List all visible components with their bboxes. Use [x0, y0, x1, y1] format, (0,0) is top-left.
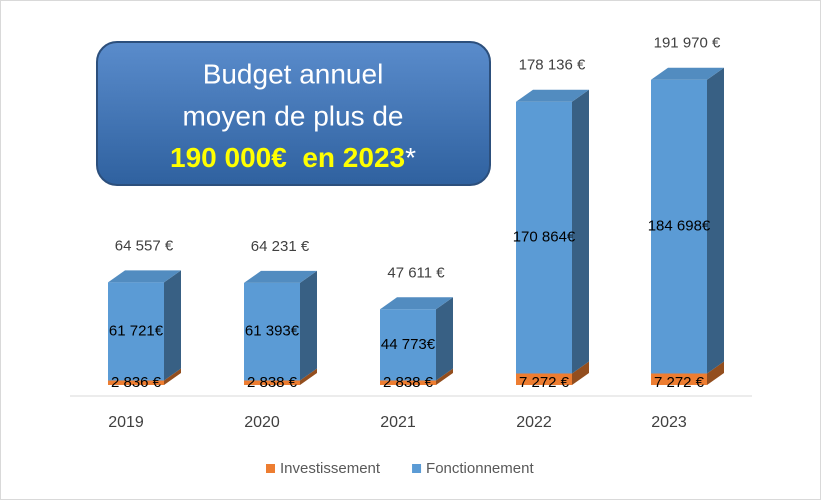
annotation-line: moyen de plus de: [182, 100, 403, 131]
bar-front: [244, 282, 300, 381]
bar-top: [651, 67, 724, 80]
legend-label: Fonctionnement: [426, 460, 534, 477]
bar-side: [300, 270, 317, 381]
x-tick-label: 2022: [516, 414, 552, 431]
bar-segment: [651, 361, 724, 385]
bar-top: [244, 270, 317, 283]
bar-segment: [380, 368, 453, 385]
annotation-suffix: *: [405, 142, 416, 173]
bar-segment: [108, 270, 181, 381]
bar-front: [380, 380, 436, 385]
bar-side: [300, 368, 317, 385]
legend-label: Investissement: [280, 460, 381, 477]
bars: [108, 67, 724, 385]
x-tick-label: 2020: [244, 414, 280, 431]
bar-segment: [244, 270, 317, 381]
bar-side: [707, 67, 724, 374]
data-label: 184 698€: [648, 218, 711, 235]
x-tick-label: 2023: [651, 414, 687, 431]
x-tick-label: 2021: [380, 414, 416, 431]
bar-side: [164, 270, 181, 381]
total-label: 47 611 €: [387, 264, 445, 281]
annotation-line: Budget annuel: [203, 58, 384, 89]
bar-front: [108, 380, 164, 385]
bar-front: [244, 380, 300, 385]
data-label: 170 864€: [513, 229, 576, 246]
bar-side: [436, 368, 453, 385]
data-label: 2 836 €: [111, 374, 162, 391]
bar-side: [572, 89, 589, 374]
bar-segment: [516, 361, 589, 385]
annotation-highlight-text: 190 000€ en 2023: [170, 142, 405, 173]
bar-front: [516, 373, 572, 385]
bar-side: [164, 368, 181, 385]
bar-segment: [651, 67, 724, 374]
bar-front: [108, 282, 164, 381]
bar-segment: [244, 368, 317, 385]
bar-top: [380, 297, 453, 310]
bar-front: [651, 79, 707, 374]
data-label: 7 272 €: [654, 374, 705, 391]
bar-front: [651, 373, 707, 385]
data-label: 7 272 €: [519, 374, 570, 391]
bar-segment: [516, 89, 589, 374]
bar-front: [516, 101, 572, 374]
data-label: 2 838 €: [383, 374, 434, 391]
bar-segment: [380, 297, 453, 381]
data-label: 61 393€: [245, 323, 300, 340]
annotation-box: [96, 41, 491, 186]
total-label: 178 136 €: [519, 57, 586, 74]
legend-swatch: [266, 464, 275, 473]
bar-front: [380, 309, 436, 381]
bar-top: [108, 270, 181, 283]
bar-side: [572, 361, 589, 385]
x-tick-label: 2019: [108, 414, 144, 431]
bar-top: [516, 89, 589, 102]
bar-side: [436, 297, 453, 381]
total-label: 64 231 €: [251, 238, 310, 255]
bar-segment: [108, 368, 181, 385]
bar-side: [707, 361, 724, 385]
annotation-highlight: 190 000€ en 2023*: [170, 142, 416, 173]
total-label: 64 557 €: [115, 237, 174, 254]
data-label: 2 838 €: [247, 374, 298, 391]
data-label: 44 773€: [381, 336, 436, 353]
total-label: 191 970 €: [654, 35, 721, 52]
legend-swatch: [412, 464, 422, 473]
data-label: 61 721€: [109, 322, 164, 339]
